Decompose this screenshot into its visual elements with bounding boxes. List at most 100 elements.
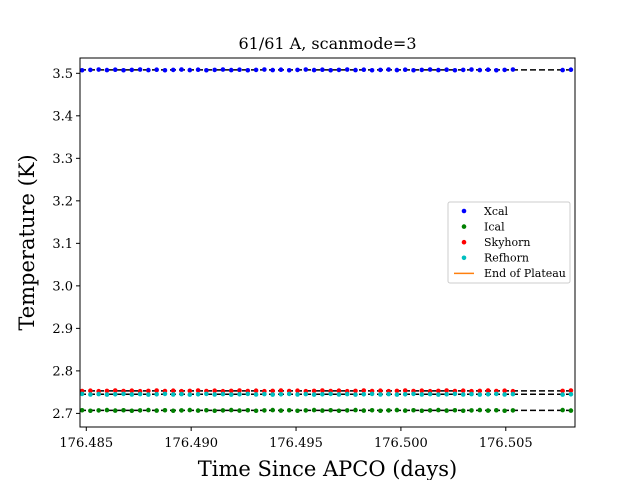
x-axis-label: Time Since APCO (days) [198, 457, 457, 480]
data-point [253, 67, 259, 73]
data-point [378, 388, 383, 394]
data-point [112, 408, 118, 413]
data-point [129, 408, 135, 414]
data-point [187, 392, 193, 397]
data-point [212, 388, 217, 394]
data-point [328, 67, 333, 73]
data-point [195, 391, 201, 397]
data-point [228, 388, 234, 394]
data-point [369, 391, 375, 397]
data-point [121, 407, 126, 413]
data-point [104, 392, 110, 397]
data-point [295, 67, 300, 73]
data-point [494, 67, 499, 73]
data-point [245, 391, 251, 397]
data-point [320, 408, 325, 413]
data-point [494, 391, 499, 397]
data-point [278, 391, 284, 397]
data-point [411, 67, 416, 73]
data-point [336, 67, 342, 73]
data-point [228, 392, 234, 397]
data-point [394, 388, 400, 394]
data-point [129, 392, 135, 397]
data-point [220, 67, 226, 72]
data-point [328, 391, 333, 397]
data-point [220, 408, 226, 413]
data-point [485, 391, 491, 397]
data-point [112, 67, 118, 73]
data-point [154, 408, 159, 413]
data-point [88, 67, 93, 73]
x-tick-label: 176.490 [164, 436, 218, 451]
data-point [253, 392, 259, 397]
y-axis-label: Temperature (K) [15, 154, 39, 330]
data-point [129, 388, 135, 394]
data-point [568, 408, 574, 413]
data-point [187, 67, 193, 73]
legend-marker [461, 255, 467, 261]
y-axis: 2.7 2.8 2.9 3.0 3.1 3.2 3.3 3.4 3.5 [52, 67, 80, 422]
data-point [320, 388, 325, 393]
data-point [311, 67, 317, 73]
data-point [353, 407, 358, 413]
data-point [195, 388, 201, 393]
data-point [386, 67, 391, 72]
data-point [220, 391, 226, 397]
data-point [336, 408, 342, 414]
data-point [228, 407, 234, 413]
data-point [146, 388, 151, 394]
data-point [560, 392, 565, 397]
data-point [79, 67, 85, 73]
data-point [179, 67, 184, 72]
data-point [170, 408, 176, 414]
data-point [245, 67, 251, 73]
data-point [262, 67, 267, 72]
data-point [336, 392, 342, 397]
data-point [394, 407, 400, 413]
data-point [386, 408, 391, 413]
data-point [170, 392, 176, 397]
data-point [96, 67, 101, 72]
data-point [179, 391, 184, 397]
data-point [477, 388, 483, 394]
data-point [510, 391, 516, 397]
plot-area [79, 67, 575, 414]
data-point [568, 391, 574, 397]
legend: Xcal Ical Skyhorn Refhorn End of Plateau [447, 201, 571, 284]
y-tick-label: 3.2 [52, 194, 73, 209]
data-point [419, 392, 425, 397]
legend-label: Skyhorn [484, 236, 530, 249]
data-point [295, 388, 300, 394]
data-point [104, 67, 110, 73]
data-point [179, 408, 184, 413]
data-point [510, 67, 516, 72]
data-point [129, 67, 135, 73]
data-point [187, 407, 193, 413]
y-tick-label: 3.1 [52, 237, 73, 252]
data-point [452, 67, 458, 73]
data-point [311, 407, 317, 413]
data-point [560, 67, 565, 73]
y-tick-label: 3.4 [52, 109, 73, 124]
data-point [502, 67, 507, 73]
data-point [228, 67, 234, 73]
data-point [402, 408, 408, 413]
data-point [154, 388, 159, 393]
data-point [104, 407, 110, 413]
series-xcal [79, 67, 574, 73]
data-point [170, 67, 176, 73]
data-point [162, 407, 168, 413]
series-refhorn [79, 391, 574, 397]
data-point [419, 67, 425, 73]
data-point [121, 67, 126, 73]
data-point [361, 388, 367, 393]
data-point [187, 388, 193, 394]
data-point [361, 67, 367, 73]
data-point [419, 408, 425, 414]
data-point [402, 67, 408, 73]
data-point [286, 391, 292, 397]
data-point [436, 392, 441, 397]
data-point [452, 391, 458, 397]
x-tick-label: 176.485 [59, 436, 113, 451]
data-point [262, 391, 267, 397]
